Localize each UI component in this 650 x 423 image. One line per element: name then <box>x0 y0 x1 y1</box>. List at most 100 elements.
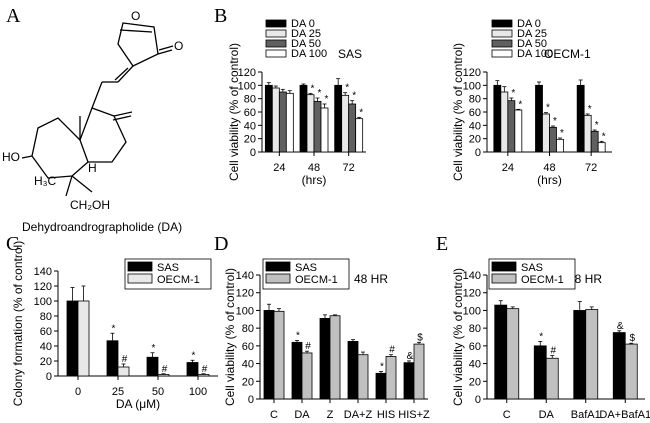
bar <box>494 304 508 400</box>
compound-name: Dehydroandrographolide (DA) <box>22 220 182 234</box>
atom-h: H <box>88 161 97 175</box>
bar <box>273 310 285 400</box>
x-tick-label: 25 <box>112 386 124 398</box>
significance-mark: $ <box>417 332 423 343</box>
panel-label-c: C <box>6 233 19 255</box>
bar <box>348 103 357 153</box>
y-tick-label: 0 <box>475 394 481 406</box>
bar <box>597 142 606 153</box>
bar <box>542 113 550 153</box>
significance-mark: * <box>325 94 329 105</box>
bar <box>329 315 341 400</box>
atom-h3c: H₃C <box>34 174 57 188</box>
bar <box>375 372 387 400</box>
significance-mark: * <box>318 88 322 99</box>
x-tick-label: DA+Z <box>344 409 373 421</box>
y-tick-label: 100 <box>463 305 481 317</box>
y-tick-label: 20 <box>244 134 256 146</box>
legend-label: SAS <box>295 262 317 274</box>
y-tick-label: 100 <box>34 296 52 308</box>
bar <box>590 130 599 153</box>
y-tick-label: 60 <box>469 341 481 353</box>
significance-mark: # <box>550 346 556 357</box>
panel-label-a: A <box>6 5 21 27</box>
y-axis-label: Cell viability (% of control) <box>451 43 465 181</box>
significance-mark: # <box>122 354 128 365</box>
legend-swatch <box>265 19 287 28</box>
panel-label-d: D <box>214 233 228 255</box>
legend-swatch <box>491 273 517 284</box>
x-tick-label: Z <box>327 409 334 421</box>
bar <box>506 308 520 400</box>
cell-line-label: OECM-1 <box>544 47 591 61</box>
legend-label: SAS <box>521 262 543 274</box>
legend-label: DA 0 <box>517 18 541 30</box>
legend-swatch <box>491 29 513 38</box>
x-tick-label: C <box>270 409 278 421</box>
significance-mark: * <box>546 103 550 114</box>
x-tick-label: 100 <box>189 386 207 398</box>
x-tick-label: DA <box>294 409 310 421</box>
bar <box>573 310 587 400</box>
significance-mark: * <box>345 83 349 94</box>
bar <box>319 317 331 400</box>
significance-mark: * <box>588 104 592 115</box>
legend-swatch <box>265 29 287 38</box>
bar <box>341 94 350 153</box>
x-tick-label: DA+BafA1 <box>599 409 650 421</box>
bar <box>413 343 425 400</box>
bar <box>66 300 79 377</box>
x-tick-label: 72 <box>585 162 597 174</box>
x-tick-label: DA <box>539 409 555 421</box>
y-tick-label: 40 <box>40 341 52 353</box>
significance-mark: * <box>296 331 300 342</box>
y-tick-label: 20 <box>40 356 52 368</box>
significance-mark: * <box>112 323 116 334</box>
time-annotation: 48 HR <box>568 272 602 286</box>
y-tick-label: 140 <box>236 270 254 282</box>
y-tick-label: 120 <box>463 67 481 79</box>
bar <box>507 100 516 153</box>
legend-label: DA 50 <box>517 38 547 50</box>
atom-o-carbonyl: O <box>174 39 183 53</box>
significance-mark: # <box>305 341 311 352</box>
cell-line-label: SAS <box>338 47 362 61</box>
bar <box>583 114 592 153</box>
bar <box>556 138 564 153</box>
significance-mark: # <box>162 364 168 375</box>
x-axis-label: (hrs) <box>302 173 327 187</box>
significance-mark: * <box>539 331 543 342</box>
x-tick-label: 50 <box>152 386 164 398</box>
x-tick-label: 24 <box>273 162 285 174</box>
significance-mark: * <box>560 128 564 139</box>
significance-mark: # <box>202 364 208 375</box>
bar <box>493 84 502 153</box>
y-tick-label: 60 <box>469 107 481 119</box>
bar <box>285 92 294 153</box>
atom-ho: HO <box>2 150 20 164</box>
x-tick-label: 24 <box>502 162 514 174</box>
y-tick-label: 120 <box>236 288 254 300</box>
y-tick-label: 20 <box>469 134 481 146</box>
x-tick-label: 48 <box>308 162 320 174</box>
bar <box>500 91 509 153</box>
legend-label: DA 100 <box>517 48 553 60</box>
bar <box>624 343 638 400</box>
legend-swatch <box>265 49 287 58</box>
y-tick-label: 80 <box>242 323 254 335</box>
y-tick-label: 20 <box>242 376 254 388</box>
bar <box>301 352 313 400</box>
significance-mark: # <box>389 345 395 356</box>
bar <box>106 340 119 377</box>
legend-swatch <box>265 261 291 272</box>
bar <box>357 354 369 400</box>
bar <box>385 356 397 400</box>
bar <box>263 310 275 400</box>
y-tick-label: 60 <box>242 341 254 353</box>
legend-label: DA 100 <box>291 48 327 60</box>
time-annotation: 48 HR <box>354 272 388 286</box>
bar <box>535 84 543 153</box>
